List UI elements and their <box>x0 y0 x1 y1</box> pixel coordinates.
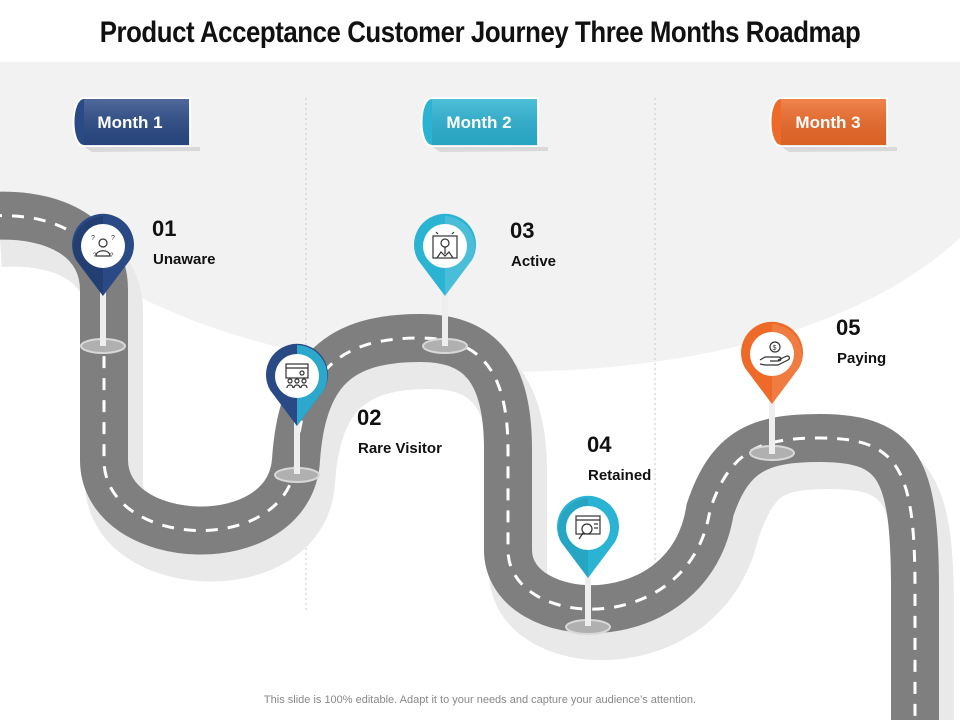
stage-name: Unaware <box>153 251 216 268</box>
stage-number: 01 <box>152 216 176 241</box>
svg-text:?: ? <box>93 253 97 259</box>
money-hand-icon: $ <box>759 341 790 366</box>
month-tag-label: Month 1 <box>97 113 162 132</box>
stage-pin-1: ? ? ? ? <box>72 213 134 354</box>
stage-pin-4 <box>557 495 619 635</box>
svg-text:?: ? <box>111 235 115 242</box>
stage-label-4: 04 Retained <box>587 432 651 484</box>
month-tag-3: Month 3 <box>769 97 897 152</box>
search-browser-icon <box>575 515 601 540</box>
svg-text:$: $ <box>773 345 777 352</box>
stage-number: 02 <box>357 405 381 430</box>
stage-label-5: 05 Paying <box>836 315 886 367</box>
group-at-screen-icon <box>285 363 309 389</box>
stage-number: 04 <box>587 432 612 457</box>
stage-pin-3 <box>414 213 476 354</box>
stage-name: Rare Visitor <box>358 440 442 457</box>
page-title: Product Acceptance Customer Journey Thre… <box>99 16 861 49</box>
stage-name: Active <box>511 253 556 270</box>
stage-name: Retained <box>588 467 651 484</box>
stage-name: Paying <box>837 350 886 367</box>
road-lane-markings <box>0 214 917 720</box>
stage-label-2: 02 Rare Visitor <box>357 405 442 457</box>
stage-pin-2 <box>266 343 328 483</box>
confused-person-icon: ? ? ? ? <box>91 235 115 259</box>
stage-label-3: 03 Active <box>510 218 556 270</box>
stage-pin-5: $ <box>741 321 803 461</box>
stage-number: 05 <box>836 315 860 340</box>
month-tag-label: Month 2 <box>446 113 511 132</box>
month-tag-1: Month 1 <box>72 97 200 152</box>
background-arc <box>0 62 960 372</box>
month-tag-label: Month 3 <box>795 113 860 132</box>
svg-text:?: ? <box>91 235 95 242</box>
svg-text:?: ? <box>110 253 114 259</box>
month-tag-2: Month 2 <box>420 97 548 152</box>
idea-lightbulb-icon <box>432 231 458 259</box>
footer-note: This slide is 100% editable. Adapt it to… <box>263 694 697 706</box>
stage-label-1: 01 Unaware <box>152 216 216 268</box>
stage-number: 03 <box>510 218 534 243</box>
